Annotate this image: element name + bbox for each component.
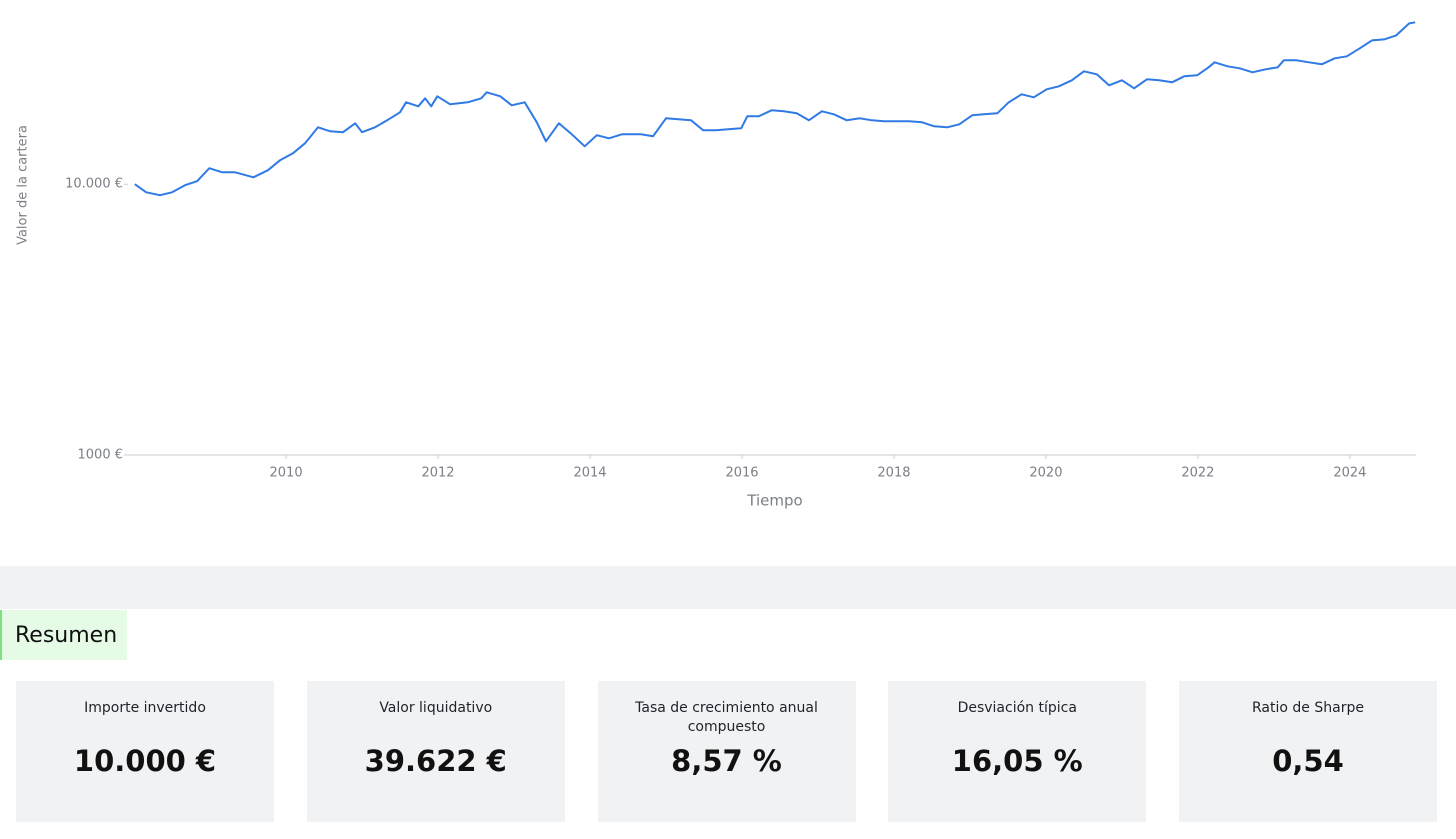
stat-value: 10.000 € [73, 744, 217, 778]
x-tick-label: 2018 [877, 466, 910, 481]
y-axis-label: Valor de la cartera [16, 125, 31, 245]
x-tick-label: 2014 [573, 466, 606, 481]
stat-label: Valor liquidativo [379, 700, 493, 716]
stat-value: 8,57 % [671, 744, 782, 778]
stat-label: Tasa de crecimiento anual compuesto [635, 700, 818, 735]
stat-value: 0,54 [1272, 744, 1344, 778]
y-tick-label: 10.000 € [65, 177, 123, 192]
x-axis-label: Tiempo [746, 492, 802, 510]
stat-value: 16,05 % [951, 744, 1083, 778]
section-title: Resumen [0, 610, 127, 660]
x-tick-label: 2016 [725, 466, 758, 481]
stat-label: Ratio de Sharpe [1252, 700, 1364, 716]
stat-label: Desviación típica [957, 700, 1077, 716]
stat-card: Valor liquidativo 39.622 € [306, 681, 565, 822]
x-tick-label: 2024 [1333, 466, 1366, 481]
stat-card: Desviación típica 16,05 % [888, 681, 1147, 822]
x-tick-label: 2020 [1029, 466, 1062, 481]
x-tick-label: 2010 [270, 466, 303, 481]
stat-card: Importe invertido 10.000 € [16, 681, 274, 822]
y-tick-label: 1000 € [78, 448, 124, 463]
chart: Valor de la cartera Tiempo 1000 € 10.000 … [16, 21, 1416, 510]
stat-card: Tasa de crecimiento anual compuesto 8,57 … [597, 681, 856, 822]
stat-value: 39.622 € [364, 744, 507, 778]
x-tick-label: 2022 [1181, 466, 1214, 481]
line [134, 21, 1416, 197]
separator [0, 566, 1456, 609]
stat-label: Importe invertido [84, 700, 206, 716]
x-tick-label: 2012 [421, 466, 454, 481]
stat-card: Ratio de Sharpe 0,54 [1179, 681, 1437, 822]
